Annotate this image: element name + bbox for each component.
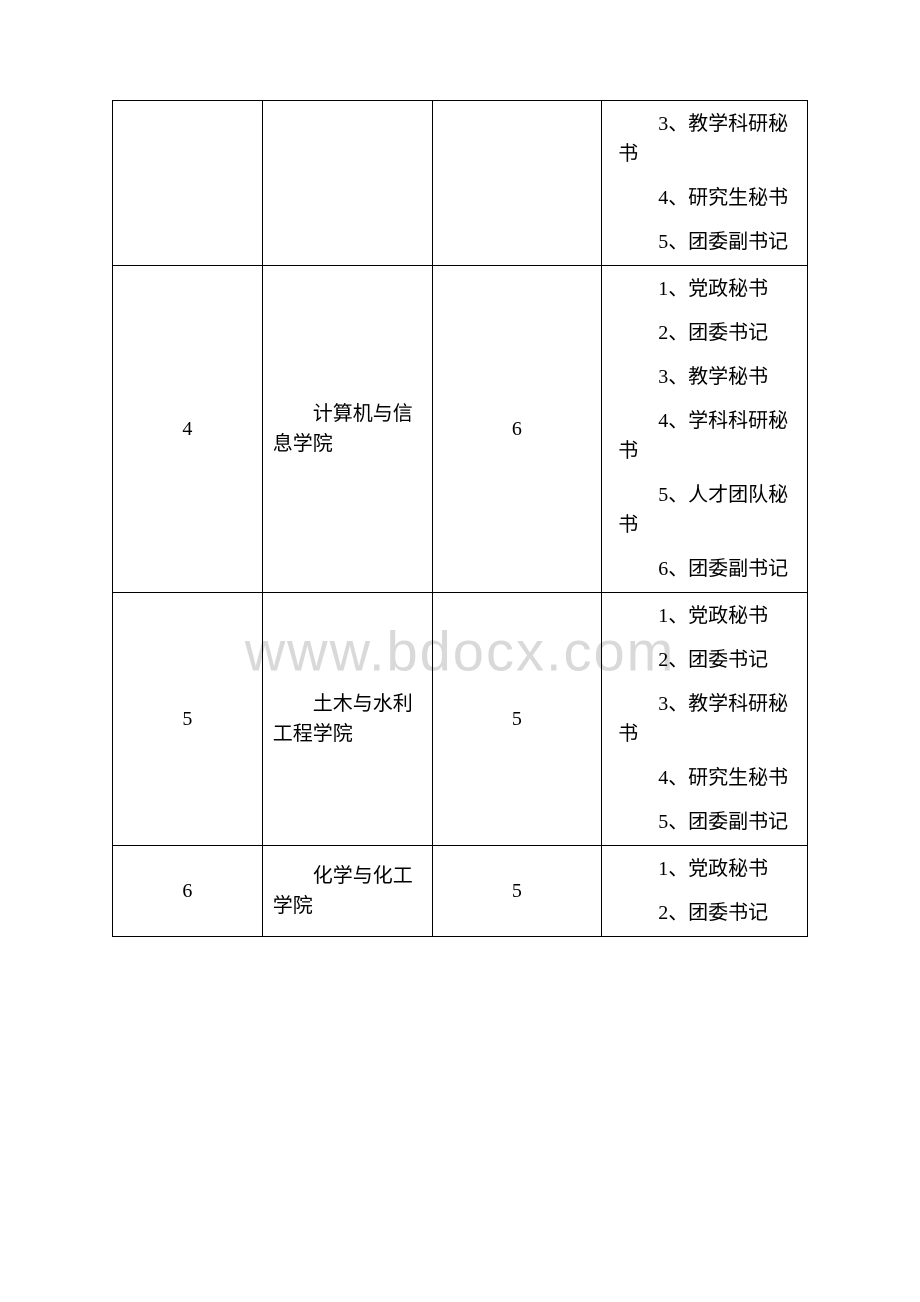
table-row: 3、教学科研秘书 4、研究生秘书 5、团委副书记	[113, 101, 808, 266]
count-value: 6	[433, 414, 602, 444]
row-number-cell: 4	[113, 266, 263, 593]
position-item: 5、团委副书记	[618, 807, 791, 837]
position-item: 6、团委副书记	[618, 554, 791, 584]
row-number: 6	[113, 876, 262, 906]
position-item: 5、人才团队秘书	[618, 480, 791, 540]
count-cell: 6	[432, 266, 602, 593]
count-cell: 5	[432, 846, 602, 937]
position-item: 3、教学科研秘书	[618, 689, 791, 749]
count-value: 5	[433, 876, 602, 906]
positions-cell: 1、党政秘书 2、团委书记 3、教学秘书 4、学科科研秘书 5、人才团队秘书 6、团委副书…	[602, 266, 808, 593]
position-item: 2、团委书记	[618, 898, 791, 928]
position-item: 4、研究生秘书	[618, 183, 791, 213]
positions-list: 1、党政秘书 2、团委书记	[602, 846, 807, 936]
positions-list: 1、党政秘书 2、团委书记 3、教学秘书 4、学科科研秘书 5、人才团队秘书 6、团委副书…	[602, 266, 807, 592]
position-item: 1、党政秘书	[618, 274, 791, 304]
table-row: 5土木与水利工程学院5 1、党政秘书 2、团委书记 3、教学科研秘书 4、研究生秘书 5、…	[113, 593, 808, 846]
row-number: 4	[113, 414, 262, 444]
position-item: 1、党政秘书	[618, 601, 791, 631]
department-cell: 化学与化工学院	[262, 846, 432, 937]
row-number: 5	[113, 704, 262, 734]
count-cell	[432, 101, 602, 266]
department-name	[263, 179, 432, 187]
position-item: 1、党政秘书	[618, 854, 791, 884]
row-number-cell: 6	[113, 846, 263, 937]
table-row: 4计算机与信息学院6 1、党政秘书 2、团委书记 3、教学秘书 4、学科科研秘书 5、人才…	[113, 266, 808, 593]
department-cell: 土木与水利工程学院	[262, 593, 432, 846]
positions-table: 3、教学科研秘书4、研究生秘书5、团委副书记4计算机与信息学院61、党政秘书2、…	[112, 100, 808, 937]
count-cell: 5	[432, 593, 602, 846]
row-number-cell: 5	[113, 593, 263, 846]
position-item: 4、研究生秘书	[618, 763, 791, 793]
position-item: 4、学科科研秘书	[618, 406, 791, 466]
position-item: 2、团委书记	[618, 318, 791, 348]
count-value: 5	[433, 704, 602, 734]
department-name: 土木与水利工程学院	[263, 685, 432, 753]
positions-cell: 1、党政秘书 2、团委书记 3、教学科研秘书 4、研究生秘书 5、团委副书记	[602, 593, 808, 846]
table-body: 3、教学科研秘书4、研究生秘书5、团委副书记4计算机与信息学院61、党政秘书2、…	[113, 101, 808, 937]
position-item: 3、教学秘书	[618, 362, 791, 392]
positions-cell: 1、党政秘书 2、团委书记	[602, 846, 808, 937]
department-name: 计算机与信息学院	[263, 395, 432, 463]
positions-list: 3、教学科研秘书 4、研究生秘书 5、团委副书记	[602, 101, 807, 265]
positions-list: 1、党政秘书 2、团委书记 3、教学科研秘书 4、研究生秘书 5、团委副书记	[602, 593, 807, 845]
department-name: 化学与化工学院	[263, 857, 432, 925]
position-item: 2、团委书记	[618, 645, 791, 675]
department-cell: 计算机与信息学院	[262, 266, 432, 593]
row-number-cell	[113, 101, 263, 266]
department-cell	[262, 101, 432, 266]
position-item: 3、教学科研秘书	[618, 109, 791, 169]
table-row: 6化学与化工学院5 1、党政秘书 2、团委书记	[113, 846, 808, 937]
positions-cell: 3、教学科研秘书 4、研究生秘书 5、团委副书记	[602, 101, 808, 266]
position-item: 5、团委副书记	[618, 227, 791, 257]
